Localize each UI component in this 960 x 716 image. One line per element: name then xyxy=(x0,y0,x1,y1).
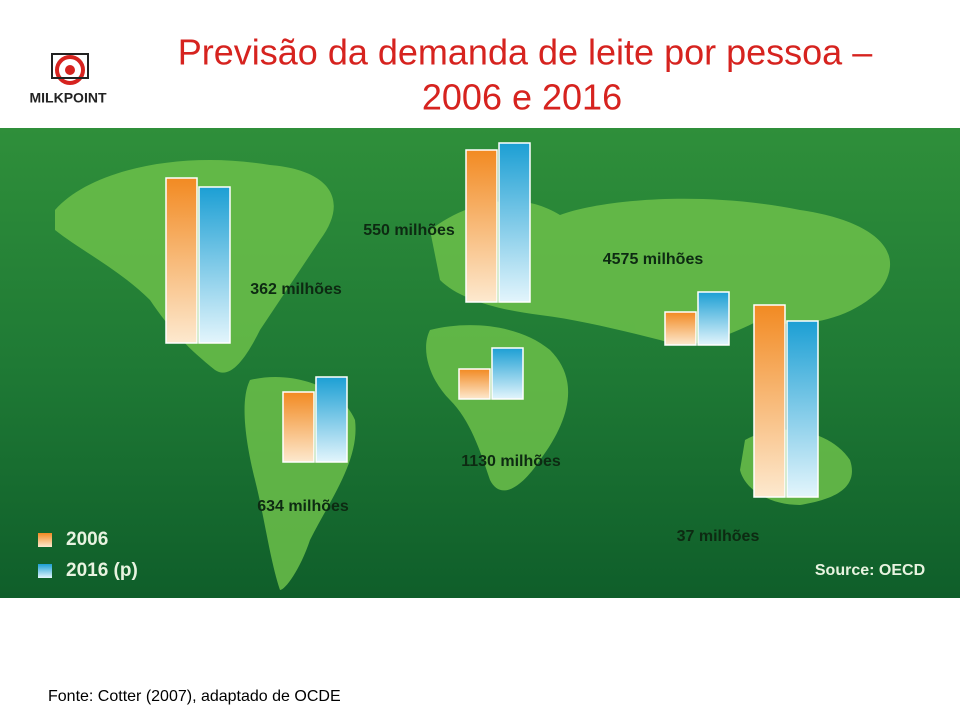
logo: MILKPOINT xyxy=(30,53,107,106)
bar xyxy=(786,320,819,498)
bar xyxy=(465,149,498,303)
region-label: 362 milhões xyxy=(250,281,342,298)
bar xyxy=(498,142,531,303)
bar xyxy=(165,177,198,344)
region-label: 1130 milhões xyxy=(461,453,561,470)
region-label: 4575 milhões xyxy=(603,251,704,268)
bar xyxy=(491,347,524,400)
legend-swatch xyxy=(38,564,52,578)
footer: Fonte: Cotter (2007), adaptado de OCDE xyxy=(48,688,341,705)
region-label: 37 milhões xyxy=(677,528,760,545)
bar xyxy=(458,368,491,400)
bar xyxy=(664,311,697,346)
legend-label: 2016 (p) xyxy=(66,560,138,581)
legend-label: 2006 xyxy=(66,529,108,550)
source: Source: OECD xyxy=(815,562,925,579)
bar xyxy=(315,376,348,463)
bar xyxy=(198,186,231,344)
bar xyxy=(282,391,315,463)
logo-text: MILKPOINT xyxy=(30,90,107,106)
region-label: 550 milhões xyxy=(363,222,455,239)
title: Previsão da demanda de leite por pessoa … xyxy=(178,32,872,73)
region-label: 634 milhões xyxy=(257,498,349,515)
legend-swatch xyxy=(38,533,52,547)
bar xyxy=(753,304,786,498)
subtitle: 2006 e 2016 xyxy=(422,77,622,118)
bar xyxy=(697,291,730,346)
